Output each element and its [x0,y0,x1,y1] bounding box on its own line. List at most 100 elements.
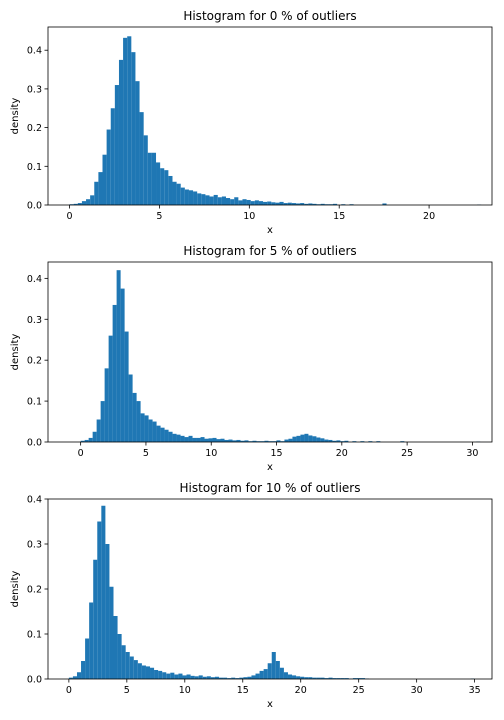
histogram-bar [197,193,202,205]
histogram-bar [255,673,260,679]
y-axis-label: density [10,334,21,371]
histogram-bar [263,201,268,205]
x-tick-label: 0 [78,448,84,459]
histogram-bar [160,168,165,205]
histogram-bar [125,652,130,679]
histogram-bar [332,678,337,679]
histogram-bar [193,191,198,205]
histogram-bar [284,439,289,442]
histogram-bar [129,656,134,679]
histogram-bar [275,202,280,205]
histogram-bar [174,674,179,679]
histogram-bar [352,441,357,442]
histogram-bar [90,195,95,205]
histogram-bar [292,675,297,679]
histogram-bar [118,59,124,205]
histogram-bar [312,436,317,442]
histogram-bar [264,440,269,442]
histogram-bar [158,670,163,679]
histogram-bar [92,431,97,442]
x-axis-label: x [267,225,273,236]
histogram-bar [156,162,161,205]
histogram-bar [244,440,249,442]
histogram-bar [104,368,109,442]
histogram-bar [296,676,301,679]
y-axis-label: density [10,571,21,608]
histogram-bar [97,521,102,679]
histogram-bar [101,505,106,679]
y-tick-label: 0.0 [27,438,42,449]
y-tick-label: 0.3 [27,315,42,326]
histogram-bar [68,677,73,679]
histogram-bar [324,678,329,679]
histogram-bar [263,669,268,679]
histogram-bar [288,438,293,442]
histogram-bar [252,440,257,442]
histogram-bar [336,440,341,442]
x-tick-label: 10 [243,211,255,222]
x-tick-label: 5 [124,685,130,696]
histogram-bar [328,439,333,442]
x-tick-label: 15 [237,685,249,696]
histogram-bar [258,201,264,205]
histogram-bar [268,441,273,442]
histogram-bar [113,616,118,679]
x-tick-label: 30 [411,685,423,696]
histogram-bar [108,335,113,442]
histogram-bar [300,434,305,442]
x-axis-label: x [267,462,273,473]
histogram-bar [242,199,247,205]
histogram-bar [120,288,125,442]
histogram-bar [344,440,349,442]
chart-title: Histogram for 0 % of outliers [183,9,356,23]
histogram-bar [178,673,183,679]
histogram-bar [259,670,264,679]
histogram-bar [198,675,203,679]
histogram-bar [112,304,117,442]
y-tick-label: 0.4 [27,274,42,285]
histogram-bar [188,190,194,205]
histogram-bar [123,37,128,205]
histogram-bar [352,678,357,679]
histogram-bar [137,663,142,679]
histogram-bar [224,439,229,442]
histogram-bar [76,672,82,679]
histogram-bar [231,677,236,679]
y-tick-label: 0.0 [27,201,42,212]
histogram-bar [276,440,281,442]
histogram-bar [93,559,98,679]
histogram-bar [182,675,187,679]
histogram-bar [214,676,219,679]
histogram-bar [133,660,138,679]
histogram-bar [151,152,157,205]
x-tick-label: 0 [66,685,72,696]
histogram-bar [190,675,195,679]
histogram-bar [80,440,85,442]
histogram-bar [312,677,317,679]
histogram-bar [360,441,365,442]
panel-0-outliers: 0 5 10 15 20 0.0 0.1 0.2 0.3 0.4 Histogram for 0 %… [10,9,493,236]
histogram-bar [172,181,177,205]
histogram-bar [136,401,141,442]
histogram-bar [271,202,276,205]
histogram-bar [202,676,207,679]
y-axis-label: density [10,98,21,135]
histogram-bar [283,203,288,205]
histogram-bar [238,200,243,205]
histogram-bar [164,429,169,442]
histogram-bar [304,433,309,442]
histogram-bar [332,440,337,442]
histogram-bar [275,661,280,679]
histogram-bar [147,152,152,205]
histogram-bars [69,36,482,206]
x-tick-label: 25 [353,685,365,696]
histogram-bar [316,677,321,679]
chart-title: Histogram for 10 % of outliers [180,481,361,495]
histogram-bar [196,437,201,442]
histogram-bar [96,419,101,442]
histogram-bar [256,441,261,442]
panel-10-outliers: 0 5 10 15 20 25 30 35 0.0 0.1 0.2 0.3 0.4 Histogram f… [10,481,493,710]
axes-frame [47,261,493,443]
y-tick-label: 0.3 [27,84,42,95]
x-tick-label: 10 [205,448,217,459]
